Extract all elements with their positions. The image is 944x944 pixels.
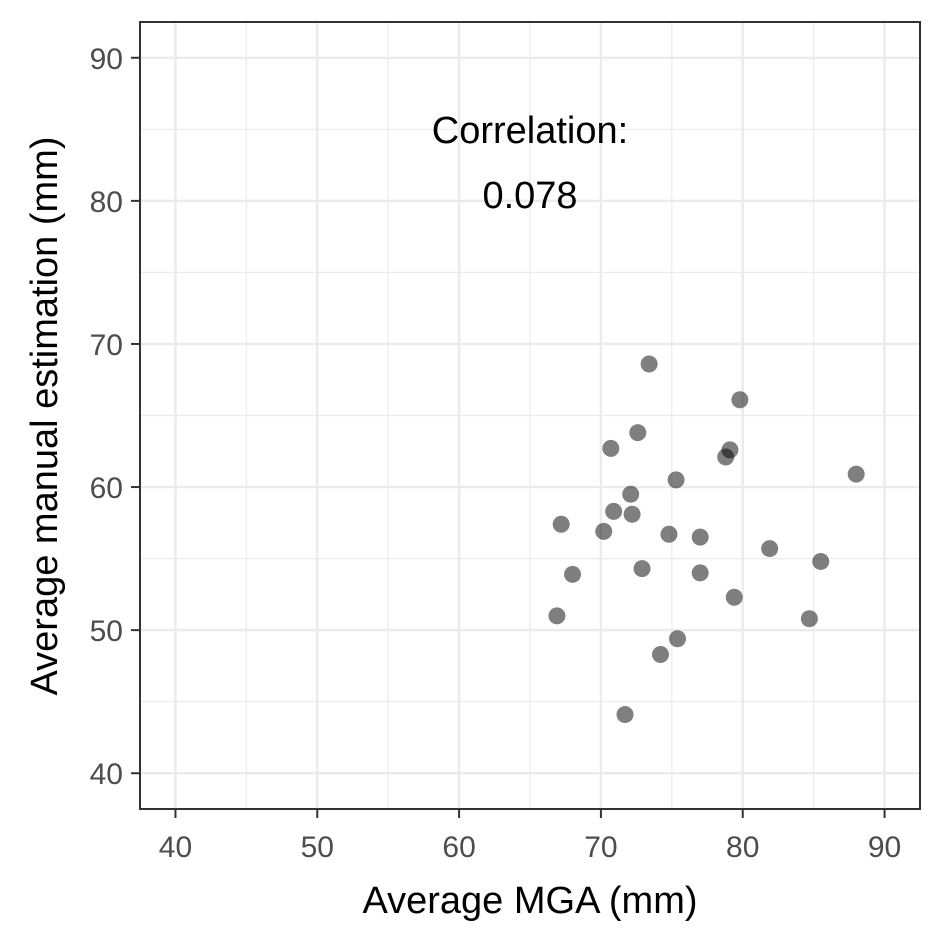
correlation-value: 0.078: [482, 175, 577, 217]
scatter-point: [731, 391, 749, 409]
scatter-point: [595, 522, 613, 540]
scatter-point: [725, 588, 743, 606]
scatter-point: [552, 515, 570, 533]
scatter-point: [717, 448, 735, 466]
scatter-point: [548, 607, 566, 625]
minor-gridlines: [140, 22, 920, 809]
x-tick-label: 80: [726, 831, 759, 864]
scatter-point: [668, 630, 686, 648]
x-tick-label: 50: [301, 831, 334, 864]
scatter-point: [800, 610, 818, 628]
scatter-point: [564, 565, 582, 583]
scatter-point: [761, 540, 779, 558]
y-tick-label: 40: [90, 758, 123, 791]
x-tick-label: 90: [868, 831, 901, 864]
scatter-point: [640, 355, 658, 373]
y-tick-label: 50: [90, 615, 123, 648]
x-tick-label: 70: [584, 831, 617, 864]
scatter-point: [602, 439, 620, 457]
scatter-point: [667, 471, 685, 489]
x-axis-title: Average MGA (mm): [362, 880, 697, 922]
scatter-point: [623, 505, 641, 523]
y-tick-label: 60: [90, 472, 123, 505]
major-gridlines: [140, 22, 920, 809]
scatter-point: [622, 485, 640, 503]
scatter-point: [651, 645, 669, 663]
scatter-point: [629, 424, 647, 442]
scatter-point: [616, 706, 634, 724]
x-axis-ticks: 40 50 60 70 80 90: [159, 809, 901, 864]
data-points: [548, 355, 865, 724]
scatter-point: [605, 502, 623, 520]
x-tick-label: 60: [442, 831, 475, 864]
scatter-point: [660, 525, 678, 543]
scatter-point: [691, 564, 709, 582]
scatter-point: [691, 528, 709, 546]
correlation-label: Correlation:: [432, 110, 628, 152]
y-tick-label: 90: [90, 43, 123, 76]
y-axis-title: Average manual estimation (mm): [24, 137, 66, 696]
y-tick-label: 80: [90, 186, 123, 219]
y-tick-label: 70: [90, 329, 123, 362]
y-axis-ticks: 40 50 60 70 80 90: [90, 43, 140, 791]
scatter-point: [812, 552, 830, 570]
x-tick-label: 40: [159, 831, 192, 864]
panel-border: [139, 21, 921, 810]
scatter-point: [633, 560, 651, 578]
scatter-point: [847, 465, 865, 483]
